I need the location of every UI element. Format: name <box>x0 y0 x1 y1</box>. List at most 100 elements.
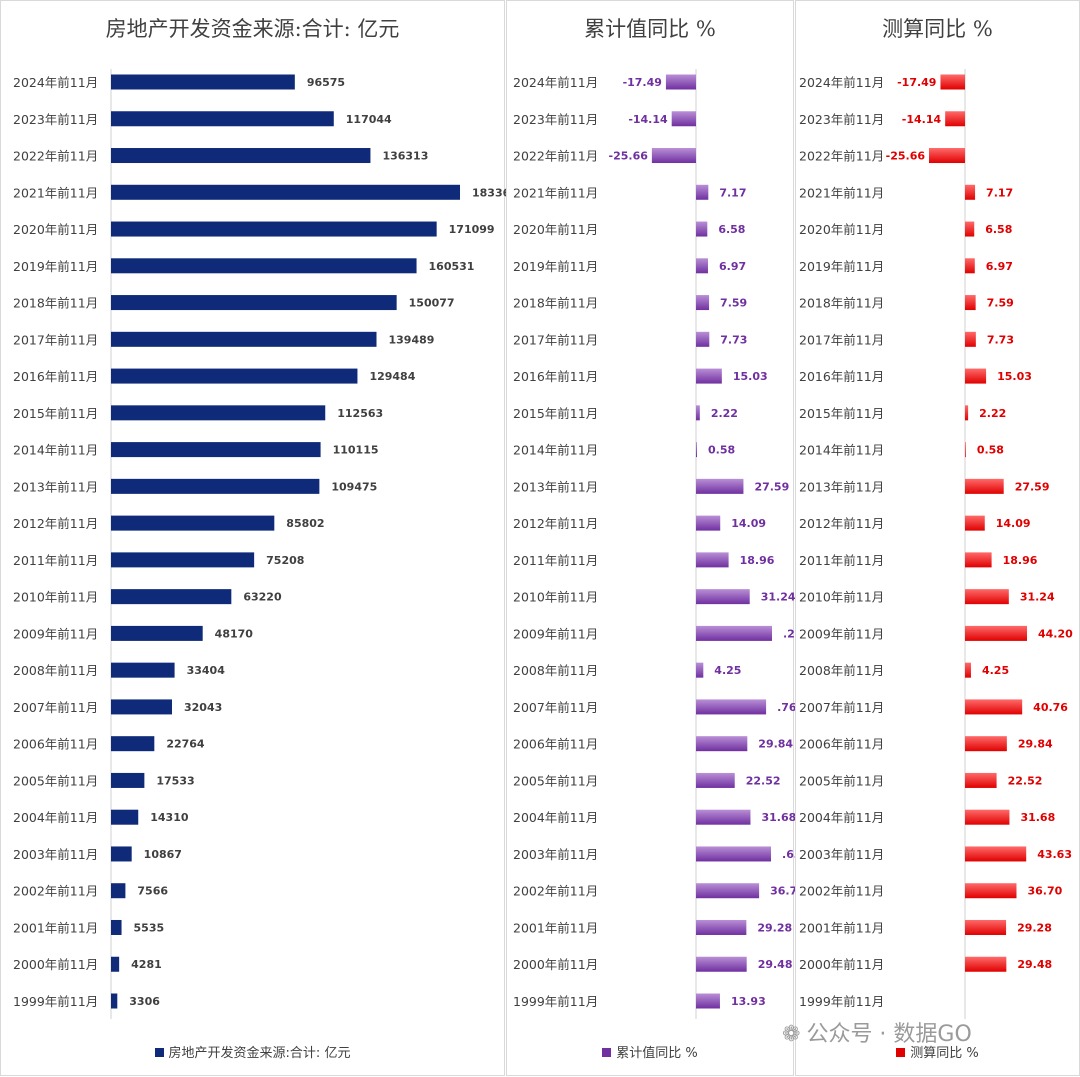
bar <box>965 883 1017 899</box>
category-tick-label: 2000年前11月 <box>513 957 598 972</box>
data-label: 109475 <box>331 480 377 493</box>
data-label: 22.52 <box>1008 774 1043 787</box>
data-label: 129484 <box>369 370 415 383</box>
bar <box>696 258 708 274</box>
bar <box>945 111 965 127</box>
chart-title: 测算同比 % <box>882 17 993 41</box>
data-label: 18.96 <box>1003 554 1038 567</box>
data-label: -14.14 <box>628 113 668 126</box>
category-tick-label: 2018年前11月 <box>13 296 98 311</box>
category-tick-label: 2003年前11月 <box>513 847 598 862</box>
data-label: -17.49 <box>623 76 662 89</box>
legend-swatch <box>154 1048 164 1057</box>
data-label: 27.59 <box>1015 480 1050 493</box>
category-tick-label: 2017年前11月 <box>799 332 884 347</box>
bar <box>965 478 1004 494</box>
bar <box>111 883 126 899</box>
bar <box>929 148 965 164</box>
category-tick-label: 2002年前11月 <box>13 884 98 899</box>
bar <box>696 993 720 1009</box>
data-label: 2.22 <box>979 407 1006 420</box>
category-tick-label: 2006年前11月 <box>513 737 598 752</box>
data-label: 32043 <box>184 701 222 714</box>
data-label: 36.70 <box>770 885 795 898</box>
data-label: 160531 <box>429 260 475 273</box>
data-label: 110115 <box>333 444 379 457</box>
legend-swatch <box>896 1048 906 1057</box>
category-tick-label: 2005年前11月 <box>13 773 98 788</box>
legend-swatch <box>602 1048 612 1057</box>
category-tick-label: 2019年前11月 <box>513 259 598 274</box>
bar <box>696 442 697 458</box>
data-label: 15.03 <box>997 370 1032 383</box>
category-tick-label: 2015年前11月 <box>513 406 598 421</box>
legend-label: 测算同比 % <box>910 1046 979 1061</box>
category-tick-label: 2010年前11月 <box>799 590 884 605</box>
category-tick-label: 2013年前11月 <box>799 479 884 494</box>
category-tick-label: 2014年前11月 <box>13 443 98 458</box>
bar <box>111 662 175 678</box>
data-label: 27.59 <box>754 480 789 493</box>
category-tick-label: 2004年前11月 <box>799 810 884 825</box>
category-tick-label: 2001年前11月 <box>799 920 884 935</box>
category-tick-label: 2008年前11月 <box>513 663 598 678</box>
data-label: 18.96 <box>740 554 775 567</box>
bar <box>965 809 1010 825</box>
category-tick-label: 2005年前11月 <box>513 773 598 788</box>
bar <box>965 772 997 788</box>
data-label: 117044 <box>346 113 392 126</box>
category-tick-label: 2014年前11月 <box>799 443 884 458</box>
data-label: 6.97 <box>986 260 1013 273</box>
category-tick-label: 2011年前11月 <box>513 553 598 568</box>
data-label: 15.03 <box>733 370 768 383</box>
chart-plot-funding: 2024年前11月 96575 2023年前11月 117044 2022年前11月 13… <box>13 69 506 1019</box>
category-tick-label: 2009年前11月 <box>513 626 598 641</box>
data-label: 112563 <box>337 407 383 420</box>
bar <box>696 405 700 421</box>
bar <box>696 515 721 531</box>
data-label: 7.17 <box>719 186 746 199</box>
legend-label: 累计值同比 % <box>616 1046 698 1061</box>
bar <box>696 295 710 311</box>
bar <box>111 405 326 421</box>
bar <box>965 736 1007 752</box>
category-tick-label: 2001年前11月 <box>13 920 98 935</box>
data-label: 7566 <box>137 885 168 898</box>
chart-panel-cumulative-yoy: 累计值同比 % 2024年前11月 -17.49 2023年前11月 -14.14 20… <box>506 0 795 1076</box>
category-tick-label: 2015年前11月 <box>13 406 98 421</box>
data-label: 6.58 <box>718 223 745 236</box>
data-label: 5535 <box>134 921 165 934</box>
category-tick-label: 2013年前11月 <box>13 479 98 494</box>
bar <box>965 625 1027 641</box>
data-label: .76 <box>777 701 795 714</box>
bar <box>965 295 976 311</box>
bar <box>696 368 722 384</box>
data-label: 85802 <box>286 517 324 530</box>
bar <box>965 846 1027 862</box>
bar <box>696 883 760 899</box>
data-label: 29.48 <box>1017 958 1052 971</box>
category-tick-label: 2006年前11月 <box>799 737 884 752</box>
bar <box>696 699 767 715</box>
bar <box>965 442 966 458</box>
category-tick-label: 2007年前11月 <box>799 700 884 715</box>
category-tick-label: 2010年前11月 <box>513 590 598 605</box>
data-label: 13.93 <box>731 995 766 1008</box>
category-tick-label: 2011年前11月 <box>799 553 884 568</box>
bar <box>111 552 255 568</box>
category-tick-label: 2009年前11月 <box>13 626 98 641</box>
category-tick-label: 2012年前11月 <box>513 516 598 531</box>
data-label: 36.70 <box>1027 885 1062 898</box>
bar <box>111 331 377 347</box>
data-label: 29.48 <box>758 958 793 971</box>
wechat-icon: ❁ <box>782 1022 801 1047</box>
category-tick-label: 2001年前11月 <box>513 920 598 935</box>
category-tick-label: 2013年前11月 <box>513 479 598 494</box>
data-label: 96575 <box>307 76 345 89</box>
data-label: 22764 <box>166 738 205 751</box>
category-tick-label: 2000年前11月 <box>799 957 884 972</box>
chart-legend: 房地产开发资金来源:合计: 亿元 <box>1 1042 504 1061</box>
category-tick-label: 2005年前11月 <box>799 773 884 788</box>
data-label: -17.49 <box>897 76 936 89</box>
category-tick-label: 2017年前11月 <box>13 332 98 347</box>
